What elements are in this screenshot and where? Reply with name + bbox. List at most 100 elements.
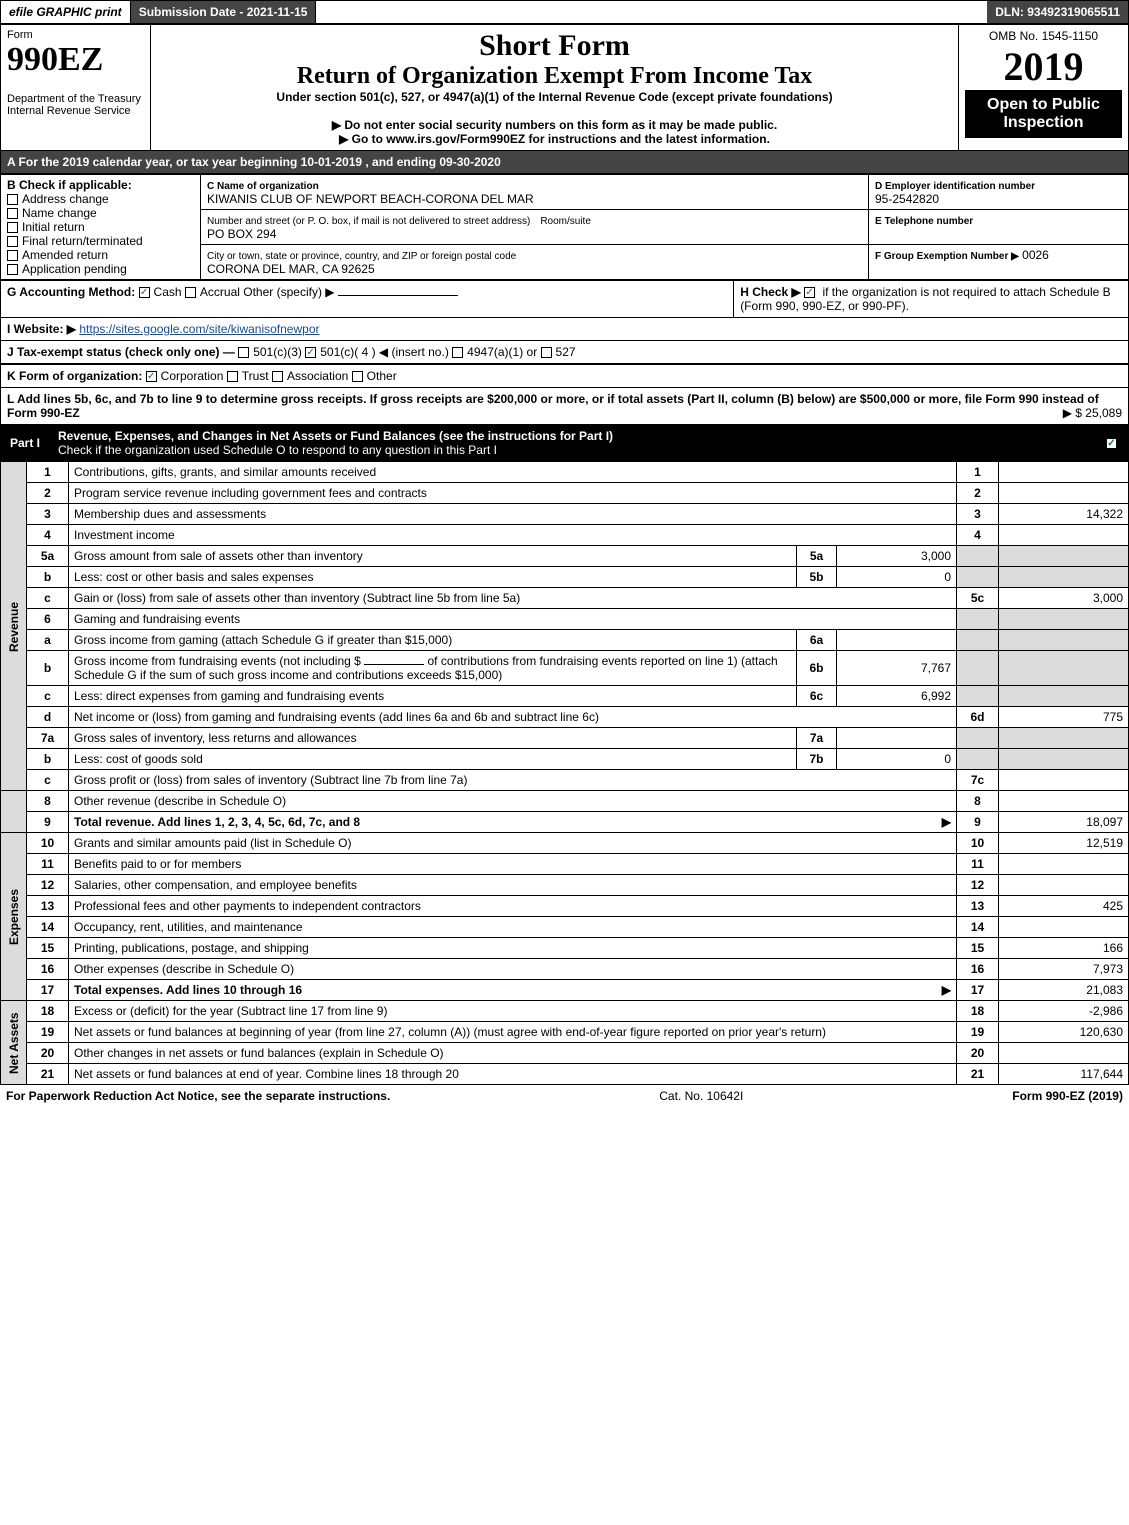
- line-14-val: [999, 917, 1129, 938]
- line-5b-sub: 5b: [797, 567, 837, 588]
- line-20-text: Other changes in net assets or fund bala…: [69, 1043, 957, 1064]
- tax-year: 2019: [965, 43, 1122, 90]
- check-amended-return[interactable]: [7, 250, 18, 261]
- header-center: Short Form Return of Organization Exempt…: [151, 25, 959, 151]
- line-7a-shade2: [999, 728, 1129, 749]
- form-id-cell: Form 990EZ Department of the Treasury In…: [1, 25, 151, 151]
- line-13-num: 13: [27, 896, 69, 917]
- line-3-num: 3: [27, 504, 69, 525]
- check-4947[interactable]: [452, 347, 463, 358]
- line-9-rnum: 9: [957, 812, 999, 833]
- line-17-text-span: Total expenses. Add lines 10 through 16: [74, 983, 302, 997]
- check-name-change[interactable]: [7, 208, 18, 219]
- efile-label: efile GRAPHIC print: [1, 1, 131, 23]
- line-6a-shade2: [999, 630, 1129, 651]
- section-b: B Check if applicable: Address change Na…: [1, 175, 201, 280]
- l-value: 25,089: [1085, 406, 1122, 420]
- g-other-input[interactable]: [338, 295, 458, 296]
- section-g: G Accounting Method: Cash Accrual Other …: [1, 281, 734, 318]
- line-7c-num: c: [27, 770, 69, 791]
- line-16-text: Other expenses (describe in Schedule O): [69, 959, 957, 980]
- financial-table: Revenue 1 Contributions, gifts, grants, …: [0, 461, 1129, 1085]
- line-6b-sub: 6b: [797, 651, 837, 686]
- line-2-rnum: 2: [957, 483, 999, 504]
- part1-header: Part I Revenue, Expenses, and Changes in…: [0, 425, 1129, 461]
- j-4947: 4947(a)(1) or: [467, 345, 537, 359]
- line-3-val: 14,322: [999, 504, 1129, 525]
- page-footer: For Paperwork Reduction Act Notice, see …: [0, 1085, 1129, 1107]
- treasury-line1: Department of the Treasury: [7, 93, 144, 105]
- line-7a-sub: 7a: [797, 728, 837, 749]
- section-e: E Telephone number: [869, 210, 1129, 245]
- b-label: B Check if applicable:: [7, 178, 132, 192]
- line-6-shade: [957, 609, 999, 630]
- line-6c-shade2: [999, 686, 1129, 707]
- i-label: I Website: ▶: [7, 322, 76, 336]
- check-cash[interactable]: [139, 287, 150, 298]
- check-final-return-label: Final return/terminated: [22, 234, 143, 248]
- check-501c3[interactable]: [238, 347, 249, 358]
- line-13-rnum: 13: [957, 896, 999, 917]
- check-trust[interactable]: [227, 371, 238, 382]
- line-6d-val: 775: [999, 707, 1129, 728]
- line-3-rnum: 3: [957, 504, 999, 525]
- part1-label: Part I: [0, 432, 50, 454]
- check-527[interactable]: [541, 347, 552, 358]
- check-other-org[interactable]: [352, 371, 363, 382]
- section-f: F Group Exemption Number ▶ 0026: [869, 245, 1129, 280]
- line-6a-sub: 6a: [797, 630, 837, 651]
- g-accrual: Accrual: [200, 285, 240, 299]
- line-10-num: 10: [27, 833, 69, 854]
- check-501c[interactable]: [305, 347, 316, 358]
- line-7a-num: 7a: [27, 728, 69, 749]
- check-final-return[interactable]: [7, 236, 18, 247]
- warn-instructions: ▶ Go to www.irs.gov/Form990EZ for instru…: [157, 132, 952, 146]
- line-6a-num: a: [27, 630, 69, 651]
- line-6b-blank[interactable]: [364, 664, 424, 665]
- section-d: D Employer identification number 95-2542…: [869, 175, 1129, 210]
- section-ghij: G Accounting Method: Cash Accrual Other …: [0, 280, 1129, 364]
- line-7a-subval: [837, 728, 957, 749]
- line-12-text: Salaries, other compensation, and employ…: [69, 875, 957, 896]
- line-15-rnum: 15: [957, 938, 999, 959]
- check-initial-return[interactable]: [7, 222, 18, 233]
- l-text: L Add lines 5b, 6c, and 7b to line 9 to …: [7, 392, 1099, 420]
- check-h[interactable]: [804, 287, 815, 298]
- line-16-rnum: 16: [957, 959, 999, 980]
- check-address-change[interactable]: [7, 194, 18, 205]
- check-corp[interactable]: [146, 371, 157, 382]
- short-form-title: Short Form: [157, 29, 952, 63]
- line-6d-text: Net income or (loss) from gaming and fun…: [69, 707, 957, 728]
- line-21-text: Net assets or fund balances at end of ye…: [69, 1064, 957, 1085]
- line-20-rnum: 20: [957, 1043, 999, 1064]
- part1-checkbox[interactable]: [1106, 438, 1117, 449]
- j-501c3: 501(c)(3): [253, 345, 302, 359]
- line-6c-shade: [957, 686, 999, 707]
- website-link[interactable]: https://sites.google.com/site/kiwanisofn…: [79, 322, 319, 336]
- line-19-num: 19: [27, 1022, 69, 1043]
- line-17-num: 17: [27, 980, 69, 1001]
- warn-no-ssn: ▶ Do not enter social security numbers o…: [157, 118, 952, 132]
- line-5a-num: 5a: [27, 546, 69, 567]
- section-c: C Name of organization KIWANIS CLUB OF N…: [201, 175, 869, 210]
- l-arrow: ▶ $: [1063, 406, 1082, 420]
- check-initial-return-label: Initial return: [22, 220, 85, 234]
- line-15-text: Printing, publications, postage, and shi…: [69, 938, 957, 959]
- address: PO BOX 294: [207, 227, 276, 241]
- line-5b-subval: 0: [837, 567, 957, 588]
- line-19-val: 120,630: [999, 1022, 1129, 1043]
- return-title: Return of Organization Exempt From Incom…: [157, 63, 952, 90]
- row-a-tax-year: A For the 2019 calendar year, or tax yea…: [0, 151, 1129, 174]
- check-assoc[interactable]: [272, 371, 283, 382]
- line-2-val: [999, 483, 1129, 504]
- check-application-pending-label: Application pending: [22, 262, 127, 276]
- line-15-num: 15: [27, 938, 69, 959]
- line-7b-shade2: [999, 749, 1129, 770]
- line-5c-text: Gain or (loss) from sale of assets other…: [69, 588, 957, 609]
- revenue-vertical-label: Revenue: [1, 462, 27, 791]
- line-6c-num: c: [27, 686, 69, 707]
- form-header: Form 990EZ Department of the Treasury In…: [0, 24, 1129, 151]
- check-application-pending[interactable]: [7, 264, 18, 275]
- line-7b-num: b: [27, 749, 69, 770]
- check-accrual[interactable]: [185, 287, 196, 298]
